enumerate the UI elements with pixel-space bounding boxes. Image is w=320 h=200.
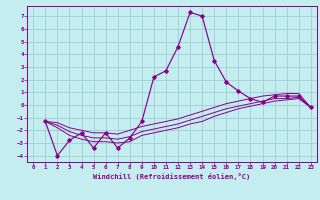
X-axis label: Windchill (Refroidissement éolien,°C): Windchill (Refroidissement éolien,°C) [93,173,251,180]
